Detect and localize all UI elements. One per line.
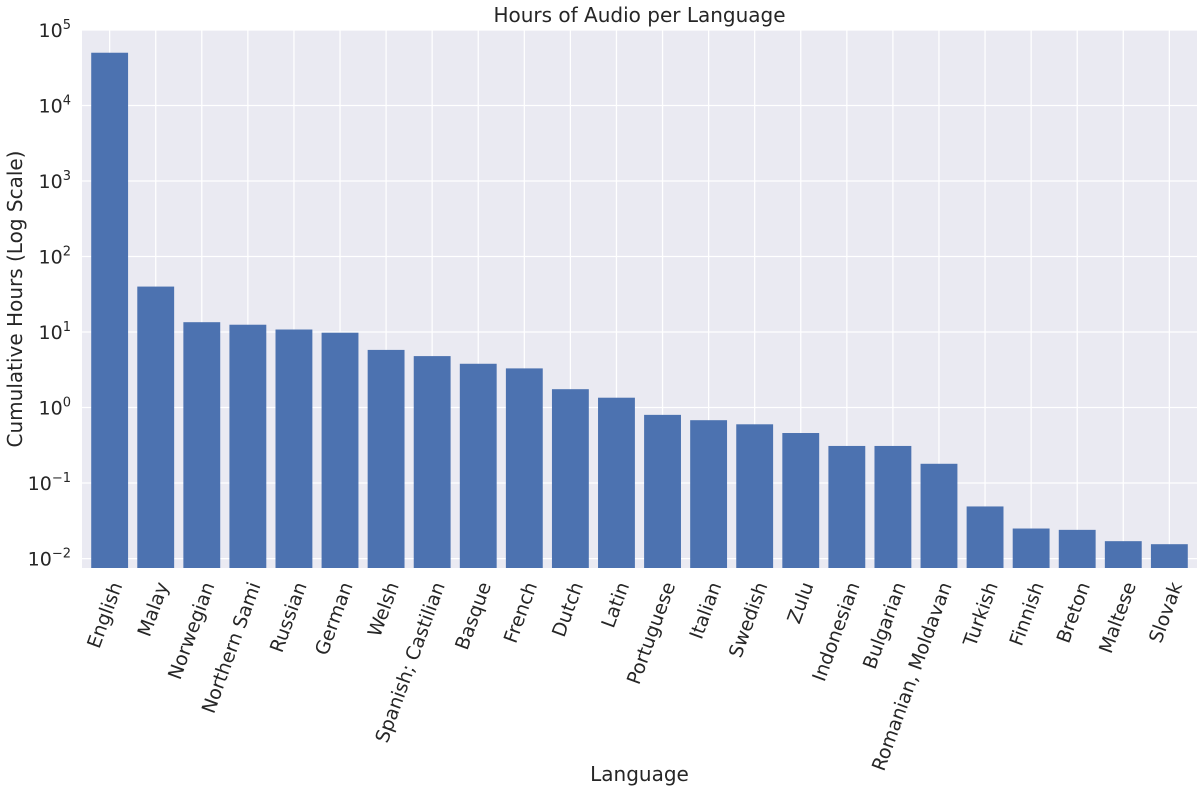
x-tick-label: Basque: [451, 579, 496, 653]
x-tick-label: Swedish: [725, 579, 773, 660]
y-tick-label: 104: [39, 94, 71, 118]
bar-italian: [690, 420, 728, 568]
x-tick-label: Norwegian: [164, 579, 220, 682]
x-tick-label: Zulu: [783, 579, 818, 626]
x-tick-label: French: [500, 579, 542, 646]
x-tick-label: Slovak: [1145, 579, 1187, 646]
bar-northern-sami: [229, 324, 267, 568]
x-tick-label: Dutch: [548, 579, 588, 640]
x-tick-label: German: [311, 579, 358, 658]
x-tick-label: Bulgarian: [859, 579, 911, 672]
bar-portuguese: [644, 414, 681, 568]
bar-breton: [1058, 529, 1096, 568]
bar-basque: [459, 363, 497, 568]
x-tick-label: Italian: [685, 579, 726, 642]
bar-welsh: [367, 349, 405, 568]
x-tick-label: Turkish: [959, 579, 1003, 650]
bar-swedish: [736, 424, 774, 568]
y-tick-label: 100: [39, 396, 71, 420]
y-tick-label: 10−1: [28, 471, 71, 495]
bar-dutch: [551, 389, 589, 568]
x-tick-label: Portuguese: [623, 579, 680, 687]
bars-layer: [91, 52, 1188, 569]
bar-turkish: [966, 506, 1004, 568]
bar-latin: [598, 397, 635, 568]
x-tick-label: English: [83, 579, 127, 651]
bar-romanian-moldavan: [920, 463, 958, 568]
y-tick-label: 10−2: [28, 547, 71, 571]
y-tick-label: 101: [39, 320, 71, 344]
x-tick-label: Maltese: [1095, 579, 1141, 656]
bar-zulu: [782, 433, 820, 568]
x-tick-label: Malay: [134, 579, 174, 639]
bar-finnish: [1012, 528, 1050, 568]
bar-indonesian: [828, 445, 866, 568]
x-tick-label: Latin: [597, 579, 634, 631]
x-tick-label: Finnish: [1006, 579, 1049, 649]
bar-english: [91, 52, 129, 569]
bar-german: [321, 332, 359, 568]
x-tick-label: Welsh: [364, 579, 404, 640]
bar-maltese: [1104, 541, 1142, 568]
y-tick-label: 103: [39, 169, 71, 193]
bar-french: [505, 368, 543, 568]
x-tick-label: Russian: [266, 579, 312, 655]
bar-bulgarian: [874, 445, 912, 568]
plot-area: [82, 30, 1197, 568]
y-tick-label: 102: [39, 245, 71, 269]
x-tick-label: Breton: [1053, 579, 1095, 646]
x-axis-label: Language: [590, 762, 689, 786]
y-axis-label: Cumulative Hours (Log Scale): [3, 151, 27, 448]
bar-norwegian: [183, 322, 221, 568]
bar-spanish-castilian: [413, 356, 451, 568]
x-tick-label: Indonesian: [808, 579, 864, 684]
bar-slovak: [1150, 544, 1188, 568]
chart-title: Hours of Audio per Language: [493, 3, 785, 27]
y-tick-labels: 10−2 10−1 100 101 102 103 104 105: [28, 18, 71, 571]
bar-russian: [275, 329, 313, 568]
bar-malay: [137, 286, 175, 568]
y-tick-label: 105: [39, 18, 71, 42]
